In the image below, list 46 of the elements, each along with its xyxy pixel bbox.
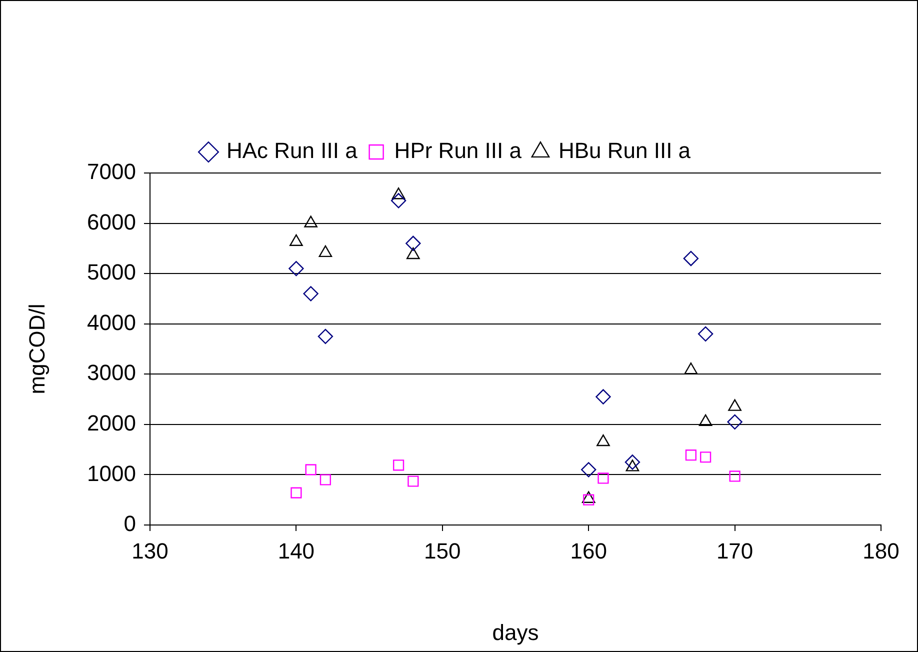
point [596,389,611,404]
point [685,450,696,461]
y-axis-title: mgCOD/l [24,304,50,394]
x-tick-label: 150 [424,538,461,564]
legend-label: HPr Run III a [394,138,522,164]
x-tick-label: 140 [278,538,315,564]
legend-label: HBu Run III a [558,138,692,164]
point [304,216,318,228]
point [318,245,332,258]
point [598,472,609,484]
point [288,260,304,276]
y-tick-label: 4000 [87,310,136,335]
y-tick-label: 0 [124,511,136,536]
point [290,487,302,498]
point [390,193,406,208]
x-tick-label: 130 [132,538,168,564]
point [683,250,699,266]
x-axis-title: days [492,620,539,645]
legend-label: HAc Run III a [226,138,358,164]
point [392,460,404,471]
point [305,464,316,476]
y-tick-label: 2000 [87,410,136,436]
y-tick-label: 7000 [87,159,136,184]
point [624,454,640,470]
y-tick-label: 1000 [87,460,136,486]
point [729,470,740,482]
point [684,362,698,374]
x-tick-label: 170 [716,538,754,564]
x-tick-label: 180 [862,538,900,564]
point [700,452,712,463]
point [406,236,421,251]
point [581,462,596,478]
point [406,247,420,260]
point [303,286,318,302]
y-tick-label: 5000 [87,260,136,285]
point [290,234,303,246]
point [318,328,334,344]
y-tick-label: 6000 [87,209,136,234]
point [408,476,419,487]
point [583,494,594,506]
x-tick-label: 160 [570,538,607,564]
y-tick-label: 3000 [87,360,136,386]
point [698,326,714,342]
point [727,414,742,430]
point [392,188,406,200]
point [320,474,331,486]
